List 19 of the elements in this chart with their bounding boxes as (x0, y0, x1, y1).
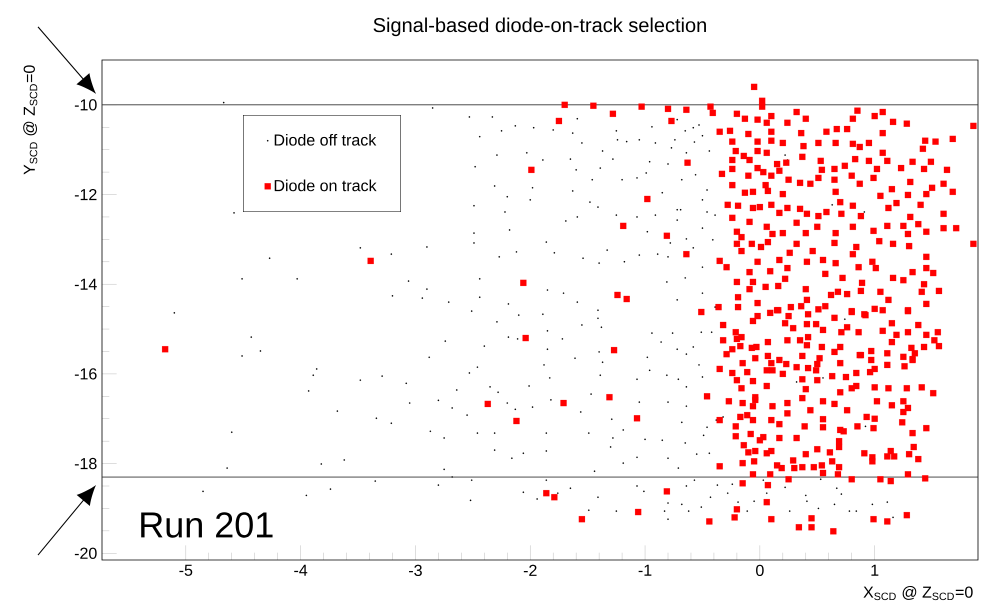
y-tick-label: -16 (74, 368, 97, 380)
x-tick-label: -4 (294, 564, 308, 576)
x-tick-label: -1 (638, 564, 652, 576)
legend-label: Diode on track (274, 180, 377, 192)
y-tick-label: -20 (74, 548, 97, 559)
x-tick-label: -3 (409, 564, 422, 576)
annotation: Run 201 (141, 512, 273, 538)
y-tick-label: -18 (74, 458, 97, 470)
x-axis-title: X$_{SCD}$ @ Z$_{SCD}$=0 (863, 586, 973, 600)
x-tick-label: -5 (179, 564, 192, 576)
legend-label: Diode off track (274, 134, 376, 146)
y-tick-label: -14 (74, 278, 97, 290)
x-tick-label: 1 (871, 564, 878, 576)
y-axis-title: Y$_{SCD}$ @ Z$_{SCD}$=0 (23, 65, 38, 175)
y-tick-label: -12 (74, 188, 96, 200)
x-tick-label: -2 (524, 564, 537, 576)
x-tick-label: 0 (756, 564, 764, 576)
y-tick-label: -10 (74, 99, 97, 110)
chart-title: Signal-based diode-on-track selection (374, 18, 706, 36)
